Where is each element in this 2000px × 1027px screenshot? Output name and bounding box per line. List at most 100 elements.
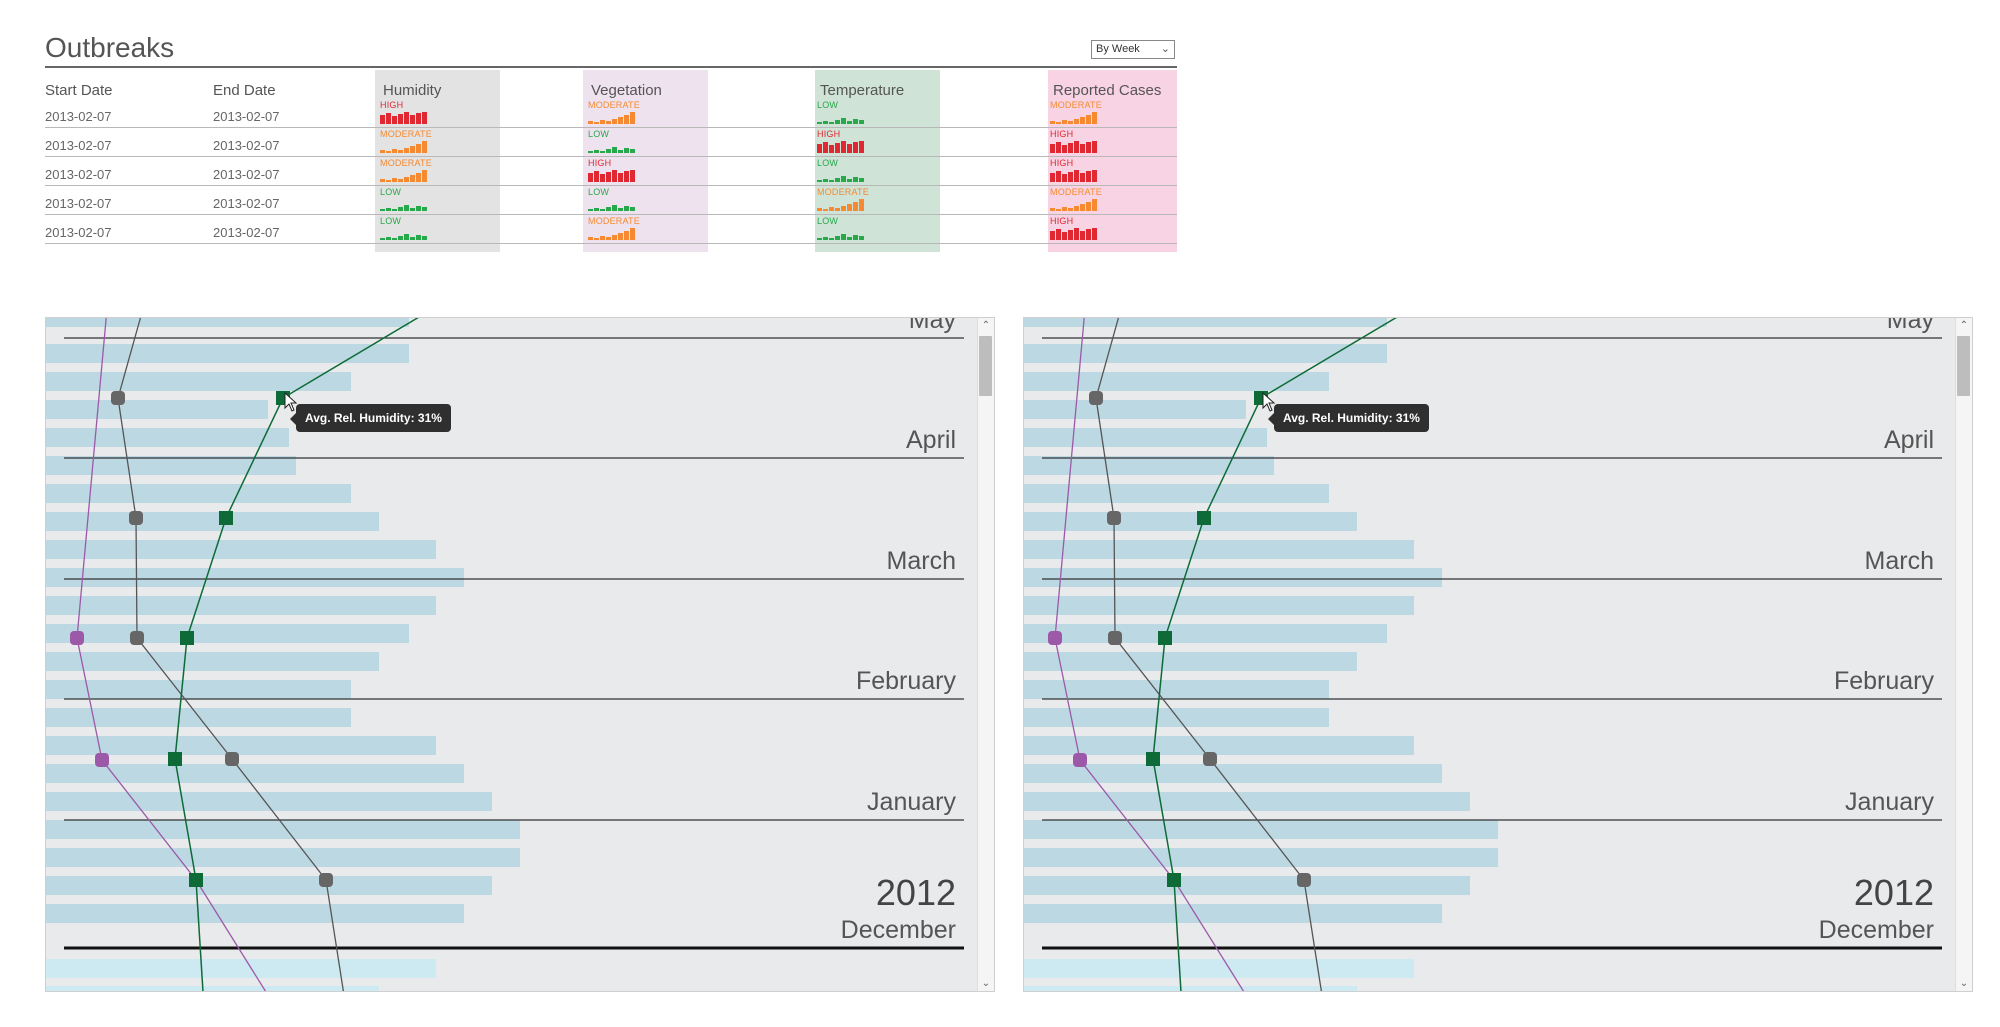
scroll-up-icon[interactable]: ⌃ [981,320,991,331]
grey-point[interactable] [1107,511,1121,525]
header-humidity[interactable]: Humidity [383,82,442,99]
timeline-panel-right[interactable]: May April March February January 2012 December… [1023,317,1973,992]
vegetation-cell: MODERATE [583,215,693,244]
header-start-date[interactable]: Start Date [45,82,113,99]
timeline-bar[interactable] [1024,344,1387,363]
table-row[interactable]: 2013-02-07 2013-02-07 HIGH MODERATE LOW MODER… [45,99,1177,128]
timeline-bar[interactable] [1024,540,1414,559]
timeline-bar[interactable] [46,959,436,978]
timeline-bar[interactable] [1024,318,1387,327]
humidity-point[interactable] [219,511,233,525]
timeline-bar[interactable] [46,764,464,783]
humidity-point[interactable] [189,873,203,887]
timeline-bar[interactable] [46,456,296,475]
grey-point[interactable] [225,752,239,766]
timeline-bar[interactable] [1024,456,1274,475]
purple-point[interactable] [95,753,109,767]
grey-point[interactable] [1089,391,1103,405]
sparkline-bar [1080,173,1085,182]
timeline-bar[interactable] [46,680,351,699]
timeline-panel-left[interactable]: May April March February January 2012 December… [45,317,995,992]
timeline-bar[interactable] [1024,876,1470,895]
grey-point[interactable] [1297,873,1311,887]
humidity-point[interactable] [180,631,194,645]
timeline-bar[interactable] [1024,372,1329,391]
humidity-point[interactable] [1146,752,1160,766]
timeline-bar[interactable] [1024,792,1470,811]
sparkline [1050,141,1097,153]
timeline-bar[interactable] [1024,848,1498,867]
sparkline-bar [594,150,599,153]
timeline-bar[interactable] [1024,596,1414,615]
timeline-bar[interactable] [1024,764,1442,783]
scrollbar[interactable]: ⌃ ⌄ [1955,318,1972,991]
timeline-bar[interactable] [46,568,464,587]
timeline-bar[interactable] [1024,624,1387,643]
timeline-bar[interactable] [1024,708,1329,727]
timeline-bar[interactable] [46,848,520,867]
grey-point[interactable] [1203,752,1217,766]
timeline-bar[interactable] [1024,652,1357,671]
timeline-bar[interactable] [1024,512,1357,531]
scrollbar[interactable]: ⌃ ⌄ [977,318,994,991]
humidity-point[interactable] [1158,631,1172,645]
humidity-point[interactable] [1197,511,1211,525]
timeline-chart: May April March February January 2012 December [46,318,964,992]
grey-point[interactable] [111,391,125,405]
header-temperature[interactable]: Temperature [820,82,905,99]
scroll-up-icon[interactable]: ⌃ [1959,320,1969,331]
timeline-bar[interactable] [1024,986,1357,992]
timeline-bar[interactable] [46,652,379,671]
timeline-bar[interactable] [1024,484,1329,503]
timeline-bar[interactable] [1024,820,1498,839]
table-row[interactable]: 2013-02-07 2013-02-07 MODERATE HIGH LOW HIGH [45,157,1177,186]
scroll-thumb[interactable] [1957,336,1970,396]
timeline-bar[interactable] [46,484,351,503]
timeline-bar[interactable] [46,540,436,559]
timeline-bar[interactable] [1024,736,1414,755]
view-select[interactable]: By Week ⌄ [1091,40,1175,59]
grey-point[interactable] [319,873,333,887]
timeline-bar[interactable] [46,792,492,811]
timeline-bar[interactable] [1024,959,1414,978]
timeline-bar[interactable] [46,428,289,447]
timeline-bar[interactable] [46,708,351,727]
grey-point[interactable] [1108,631,1122,645]
grey-point[interactable] [129,511,143,525]
purple-point[interactable] [1048,631,1062,645]
table-row[interactable]: 2013-02-07 2013-02-07 MODERATE LOW HIGH HIGH [45,128,1177,157]
scroll-thumb[interactable] [979,336,992,396]
timeline-bar[interactable] [46,512,379,531]
scroll-down-icon[interactable]: ⌄ [1959,978,1969,989]
header-end-date[interactable]: End Date [213,82,276,99]
timeline-bar[interactable] [46,400,268,419]
sparkline-bar [1068,172,1073,182]
purple-point[interactable] [70,631,84,645]
timeline-bar[interactable] [46,986,379,992]
timeline-bar[interactable] [1024,428,1267,447]
timeline-bar[interactable] [46,372,351,391]
timeline-bar[interactable] [1024,568,1442,587]
timeline-bar[interactable] [1024,680,1329,699]
table-row[interactable]: 2013-02-07 2013-02-07 LOW LOW MODERATE MODERA… [45,186,1177,215]
timeline-bar[interactable] [1024,400,1246,419]
sparkline-bar [422,170,427,182]
table-row[interactable]: 2013-02-07 2013-02-07 LOW MODERATE LOW HIGH [45,215,1177,244]
timeline-bar[interactable] [46,318,409,327]
purple-point[interactable] [1073,753,1087,767]
header-vegetation[interactable]: Vegetation [591,82,662,99]
header-reported-cases[interactable]: Reported Cases [1053,82,1162,99]
scroll-down-icon[interactable]: ⌄ [981,978,991,989]
sparkline-bar [630,149,635,153]
grey-point[interactable] [130,631,144,645]
timeline-bar[interactable] [1024,904,1442,923]
timeline-bar[interactable] [46,820,520,839]
timeline-bar[interactable] [46,596,436,615]
timeline-bar[interactable] [46,904,464,923]
humidity-point[interactable] [1167,873,1181,887]
timeline-bar[interactable] [46,624,409,643]
humidity-point[interactable] [168,752,182,766]
timeline-bar[interactable] [46,344,409,363]
timeline-bar[interactable] [46,876,492,895]
timeline-bar[interactable] [46,736,436,755]
